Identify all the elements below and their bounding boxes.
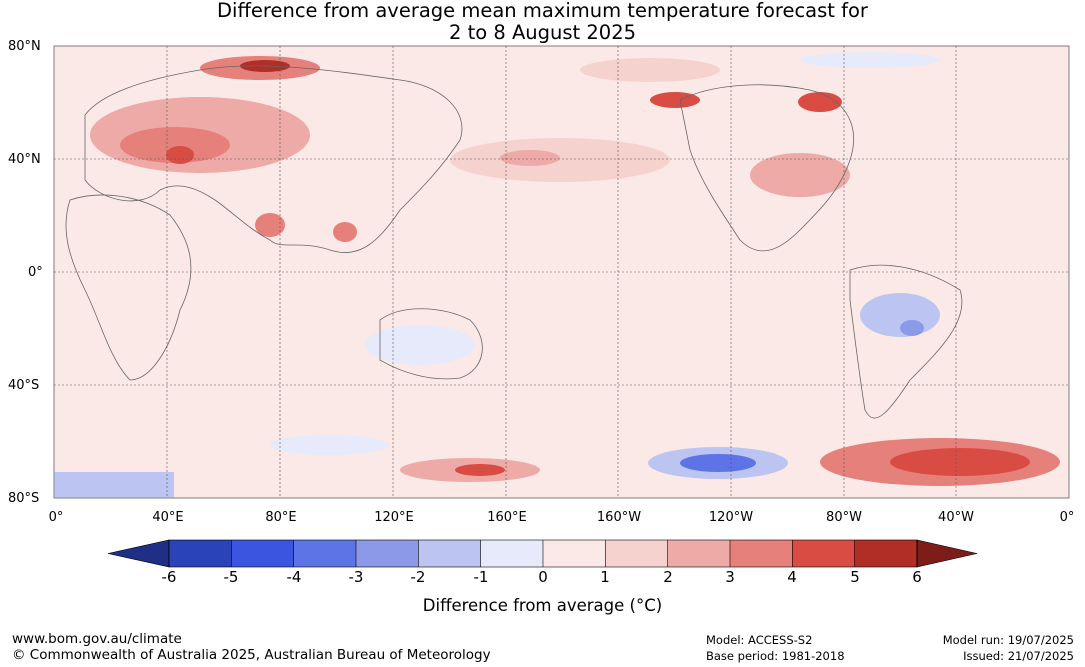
colorbar-tick-label: -5 xyxy=(223,568,239,586)
colorbar-swatch xyxy=(169,540,232,567)
lon-label-160e: 160°E xyxy=(487,510,527,525)
colorbar-swatch xyxy=(231,540,295,567)
lat-label-80s: 80°S xyxy=(8,491,40,506)
warm-spot-caspian xyxy=(166,146,194,164)
colorbar-swatch xyxy=(418,540,482,567)
australia-outline xyxy=(379,308,483,380)
eurasia-outline xyxy=(84,65,463,253)
cool-spot-south-pacific xyxy=(680,454,756,472)
warm-spot-south-atlantic xyxy=(890,448,1030,476)
colorbar-title: Difference from average (°C) xyxy=(422,596,663,615)
graticule xyxy=(54,46,1069,498)
warm-spot-southern-ocean xyxy=(455,464,505,476)
colorbar-swatch xyxy=(854,540,918,567)
colorbar-tick-label: 3 xyxy=(725,568,735,586)
colorbar-tick-label: 4 xyxy=(787,568,797,586)
colorbar-tick-label: -1 xyxy=(473,568,489,586)
lat-label-0: 0° xyxy=(28,265,43,280)
lon-label-40e: 40°E xyxy=(152,510,184,525)
colorbar-swatch xyxy=(355,540,419,567)
colorbar-extend-low xyxy=(107,539,170,568)
lon-label-120w: 120°W xyxy=(708,510,754,525)
warm-spot-india xyxy=(255,213,285,237)
cool-region-south-america xyxy=(860,293,940,337)
cool-region-southern-indian xyxy=(270,435,390,455)
lon-label-80e: 80°E xyxy=(265,510,297,525)
lon-label-80w: 80°W xyxy=(826,510,862,525)
coastlines xyxy=(65,65,963,419)
map-panel xyxy=(53,45,1070,499)
warm-region-arctic xyxy=(580,58,720,82)
lon-label-40w: 40°W xyxy=(938,510,974,525)
colorbar-tick-label: -4 xyxy=(286,568,302,586)
footer-issued: Issued: 21/07/2025 xyxy=(963,649,1074,663)
cool-anomaly-regions xyxy=(54,52,940,498)
africa-outline xyxy=(65,194,192,381)
footer-copyright: © Commonwealth of Australia 2025, Austra… xyxy=(12,647,491,663)
lat-label-40n: 40°N xyxy=(8,152,41,167)
warm-region-caspian xyxy=(120,127,230,163)
colorbar-extend-high xyxy=(916,539,978,568)
colorbar-swatch xyxy=(667,540,731,567)
lon-label-0-right: 0° xyxy=(1059,510,1075,525)
footer-model-run: Model run: 19/07/2025 xyxy=(942,633,1074,647)
warm-anomaly-regions xyxy=(90,56,1060,486)
footer-website-link[interactable]: www.bom.gov.au/climate xyxy=(12,631,182,647)
cool-region-greenland xyxy=(800,52,940,68)
map-title-line2: 2 to 8 August 2025 xyxy=(448,21,637,44)
colorbar xyxy=(107,539,978,568)
colorbar-swatch xyxy=(542,540,606,567)
lat-label-40s: 40°S xyxy=(8,378,40,393)
warm-spot-north-pacific xyxy=(500,150,560,166)
colorbar-swatch xyxy=(792,540,856,567)
lon-label-160w: 160°W xyxy=(596,510,642,525)
map-title-line1: Difference from average mean maximum tem… xyxy=(217,0,868,22)
colorbar-swatch xyxy=(293,540,357,567)
colorbar-tick-label: -2 xyxy=(410,568,426,586)
colorbar-tick-label: -3 xyxy=(348,568,364,586)
colorbar-swatch xyxy=(605,540,669,567)
colorbar-swatch xyxy=(729,540,793,567)
footer-model: Model: ACCESS-S2 xyxy=(706,633,813,647)
warm-region-north-pacific xyxy=(450,138,670,182)
cool-region-antarctic-edge xyxy=(54,472,174,498)
colorbar-tick-label: 0 xyxy=(538,568,548,586)
colorbar-swatch xyxy=(480,540,544,567)
north-america-outline xyxy=(679,84,854,252)
warm-spot-indochina xyxy=(333,222,357,242)
lon-label-120e: 120°E xyxy=(374,510,414,525)
colorbar-tick-label: 1 xyxy=(600,568,610,586)
warm-spot-alaska xyxy=(650,92,700,108)
colorbar-tick-label: 2 xyxy=(663,568,673,586)
lat-label-80n: 80°N xyxy=(8,39,41,54)
colorbar-tick-label: 5 xyxy=(850,568,860,586)
south-america-outline xyxy=(849,264,963,419)
warm-region-north-america xyxy=(750,153,850,197)
lon-label-0-left: 0° xyxy=(48,510,64,525)
colorbar-tick-label: 6 xyxy=(912,568,922,586)
colorbar-tick-label: -6 xyxy=(161,568,177,586)
cool-region-australia xyxy=(365,325,475,365)
warm-spot-hudson xyxy=(798,92,842,112)
footer-base-period: Base period: 1981-2018 xyxy=(706,649,845,663)
cool-spot-south-america xyxy=(900,320,924,336)
